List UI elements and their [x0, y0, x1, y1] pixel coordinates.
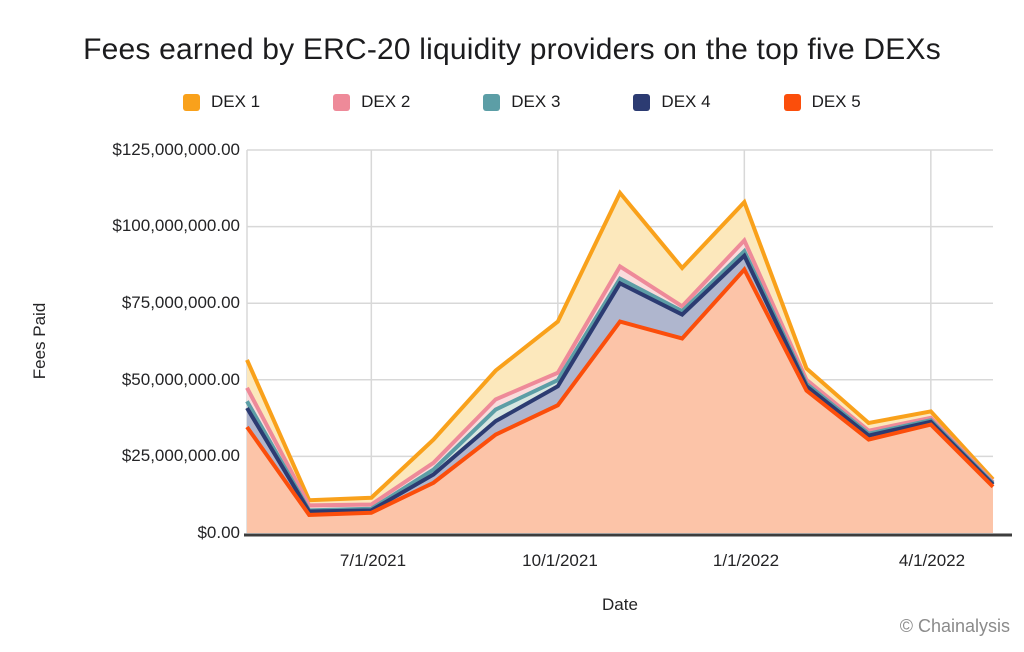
line-dex2 — [245, 236, 995, 508]
x-tick-jan2022: 1/1/2022 — [712, 551, 780, 570]
legend-swatch-dex2 — [333, 93, 351, 111]
x-tick-jul2021: 7/1/2021 — [339, 551, 407, 570]
x-tick-oct2021: 10/1/2021 — [522, 551, 598, 570]
legend-swatch-dex4 — [633, 93, 651, 111]
area-dex5 — [247, 269, 993, 533]
legend-item-dex2: DEX 2 — [333, 92, 410, 112]
legend-item-dex1: DEX 1 — [183, 92, 260, 112]
y-tick-125m: $125,000,000.00 — [112, 140, 240, 159]
y-tick-100m: $100,000,000.00 — [112, 216, 240, 235]
chart-title: Fees earned by ERC-20 liquidity provider… — [83, 33, 941, 66]
legend-item-dex4: DEX 4 — [633, 92, 711, 112]
line-dex4 — [245, 252, 995, 514]
legend-swatch-dex5 — [783, 93, 801, 111]
legend-label-dex5: DEX 5 — [811, 92, 861, 111]
legend-swatch-dex1 — [183, 93, 200, 111]
y-axis-title: Fees Paid — [30, 302, 49, 380]
x-tick-apr2022: 4/1/2022 — [898, 551, 966, 570]
line-dex5 — [245, 266, 995, 517]
legend-swatch-dex3 — [483, 93, 501, 111]
legend-label-dex1: DEX 1 — [211, 92, 261, 111]
legend-item-dex5: DEX 5 — [783, 92, 861, 112]
legend-label-dex3: DEX 3 — [511, 92, 561, 111]
chainalysis-watermark: © Chainalysis — [899, 616, 1010, 636]
line-dex1 — [245, 189, 995, 503]
y-tick-50m: $50,000,000.00 — [121, 370, 240, 389]
legend-label-dex4: DEX 4 — [661, 92, 711, 111]
plot-area — [244, 149, 1012, 537]
y-tick-0: $0.00 — [197, 523, 240, 542]
legend-label-dex2: DEX 2 — [361, 92, 411, 111]
y-tick-25m: $25,000,000.00 — [121, 446, 240, 465]
x-axis-title: Date — [602, 595, 638, 614]
legend: DEX 1 DEX 2 DEX 3 DEX 4 DEX 5 — [183, 92, 861, 112]
y-tick-75m: $75,000,000.00 — [121, 293, 240, 312]
legend-item-dex3: DEX 3 — [483, 92, 560, 112]
